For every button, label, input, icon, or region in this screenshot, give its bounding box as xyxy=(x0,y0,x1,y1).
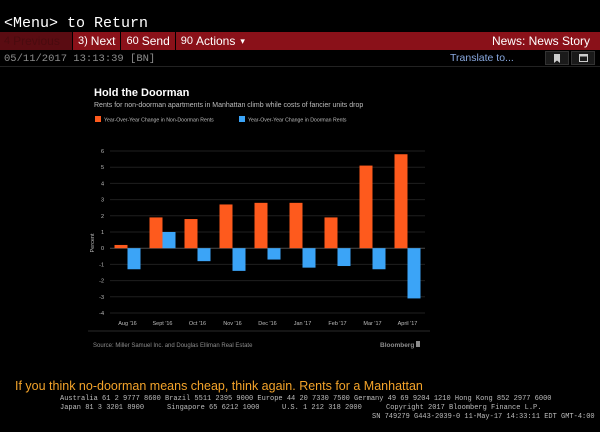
y-tick-label: -1 xyxy=(99,262,104,268)
bar-doorman xyxy=(267,248,281,260)
header-divider xyxy=(0,66,600,67)
actions-menu-button[interactable]: 90 Actions ▾ xyxy=(176,32,250,50)
bookmark-button[interactable] xyxy=(545,51,569,65)
bar-doorman xyxy=(197,248,211,262)
toolbar: 4 Previous 3) Next 60 Send 90 Actions ▾ … xyxy=(0,32,600,50)
y-tick-label: 5 xyxy=(101,165,104,171)
y-tick-label: -4 xyxy=(99,311,104,317)
bar-non-doorman xyxy=(114,244,128,249)
legend-label-non-doorman: Year-Over-Year Change in Non-Doorman Ren… xyxy=(104,118,214,124)
bar-doorman xyxy=(162,232,176,249)
next-shortcut: 3) xyxy=(78,35,88,47)
previous-button[interactable]: 4 Previous xyxy=(0,32,72,50)
bar-doorman xyxy=(337,248,351,267)
bar-doorman xyxy=(407,248,421,299)
bar-doorman xyxy=(372,248,386,270)
bar-doorman xyxy=(302,248,316,268)
toolbar-divider xyxy=(120,32,122,50)
footer-serial: SN 749279 G443-2039-0 11-May-17 14:33:11… xyxy=(372,413,595,421)
story-caption: If you think no-doorman means cheap, thi… xyxy=(15,379,423,393)
x-tick-label: Aug '16 xyxy=(118,321,136,327)
y-tick-label: 0 xyxy=(101,246,104,252)
window-button[interactable] xyxy=(571,51,595,65)
y-tick-label: 4 xyxy=(101,181,104,187)
y-tick-label: -2 xyxy=(99,279,104,285)
footer-japan: Japan 81 3 3201 8900 xyxy=(60,404,145,412)
bloomberg-logo: Bloomberg xyxy=(380,342,414,349)
command-line[interactable]: <Menu> to Return xyxy=(4,15,149,32)
chart-subtitle: Rents for non-doorman apartments in Manh… xyxy=(94,102,363,109)
bookmark-icon xyxy=(554,53,560,63)
x-axis-ticks: Aug '16 Sept '16 Oct '16 Nov '16 Dec '16 Jan … xyxy=(118,321,417,327)
y-tick-label: 3 xyxy=(101,198,104,204)
y-tick-label: 1 xyxy=(101,230,104,236)
bar-doorman xyxy=(232,248,246,271)
x-tick-label: April '17 xyxy=(398,321,418,327)
bar-non-doorman xyxy=(254,202,268,249)
x-tick-label: Dec '16 xyxy=(258,321,276,327)
toolbar-divider xyxy=(174,32,176,50)
x-tick-label: Jan '17 xyxy=(294,321,312,327)
send-button[interactable]: 60 Send xyxy=(121,32,174,50)
bar-non-doorman xyxy=(289,202,303,249)
bloomberg-logo-mark xyxy=(416,341,420,347)
news-story-label: News: News Story xyxy=(491,34,590,48)
bar-non-doorman xyxy=(219,204,233,249)
previous-shortcut: 4 xyxy=(4,35,11,47)
actions-label: Actions xyxy=(196,34,236,48)
chart-source: Source: Miller Samuel Inc. and Douglas E… xyxy=(93,343,253,349)
bar-doorman xyxy=(127,248,141,270)
bars xyxy=(114,154,421,299)
chart-title: Hold the Doorman xyxy=(94,87,190,99)
x-tick-label: Nov '16 xyxy=(223,321,241,327)
legend-swatch-doorman xyxy=(239,116,245,122)
legend-label-doorman: Year-Over-Year Change in Doorman Rents xyxy=(248,118,347,124)
bar-non-doorman xyxy=(394,154,408,249)
footer-singapore: Singapore 65 6212 1000 xyxy=(167,404,260,412)
footer-contacts-line1: Australia 61 2 9777 8600 Brazil 5511 239… xyxy=(60,395,552,403)
next-button[interactable]: 3) Next xyxy=(73,32,120,50)
toolbar-divider xyxy=(72,32,73,50)
legend-swatch-non-doorman xyxy=(95,116,101,122)
next-label: Next xyxy=(90,34,116,48)
bar-non-doorman xyxy=(359,165,373,249)
y-axis-label: Percent xyxy=(90,233,96,252)
window-icon xyxy=(578,54,588,62)
x-tick-label: Feb '17 xyxy=(328,321,346,327)
send-label: Send xyxy=(141,34,170,48)
actions-shortcut: 90 xyxy=(180,35,193,47)
bar-non-doorman xyxy=(149,217,163,249)
send-shortcut: 60 xyxy=(126,35,139,47)
story-timestamp: 05/11/2017 13:13:39 [BN] xyxy=(4,53,156,65)
chevron-down-icon: ▾ xyxy=(240,35,245,46)
x-tick-label: Mar '17 xyxy=(363,321,381,327)
bar-non-doorman xyxy=(184,219,198,249)
footer-copyright: Copyright 2017 Bloomberg Finance L.P. xyxy=(386,404,542,412)
x-tick-label: Sept '16 xyxy=(152,321,172,327)
x-tick-label: Oct '16 xyxy=(189,321,206,327)
previous-label: Previous xyxy=(13,34,60,48)
translate-link[interactable]: Translate to... xyxy=(450,52,514,64)
y-axis-ticks: 6 5 4 3 2 1 0 -1 -2 -3 -4 xyxy=(99,149,104,317)
y-tick-label: 6 xyxy=(101,149,104,155)
y-tick-label: 2 xyxy=(101,214,104,220)
y-tick-label: -3 xyxy=(99,295,104,301)
footer-us: U.S. 1 212 318 2000 xyxy=(282,404,362,412)
bar-non-doorman xyxy=(324,217,338,249)
